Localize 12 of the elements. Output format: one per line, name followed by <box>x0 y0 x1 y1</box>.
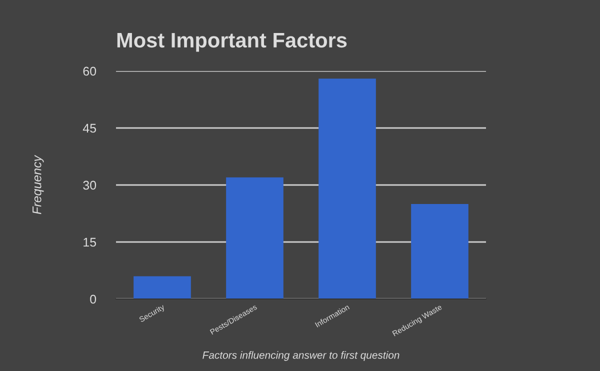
y-tick-label: 0 <box>90 294 96 304</box>
x-axis-title: Factors influencing answer to first question <box>202 351 400 361</box>
y-axis-title: Frequency <box>32 154 44 214</box>
bar <box>134 276 191 299</box>
y-tick-label: 15 <box>84 238 96 247</box>
bar <box>226 177 284 299</box>
y-tick-label: 30 <box>83 180 96 190</box>
chart-title: Most Important Factors <box>117 33 347 52</box>
bar <box>318 78 376 299</box>
bar <box>411 204 468 299</box>
y-tick-label: 60 <box>83 66 96 76</box>
y-tick-label: 45 <box>82 124 96 133</box>
